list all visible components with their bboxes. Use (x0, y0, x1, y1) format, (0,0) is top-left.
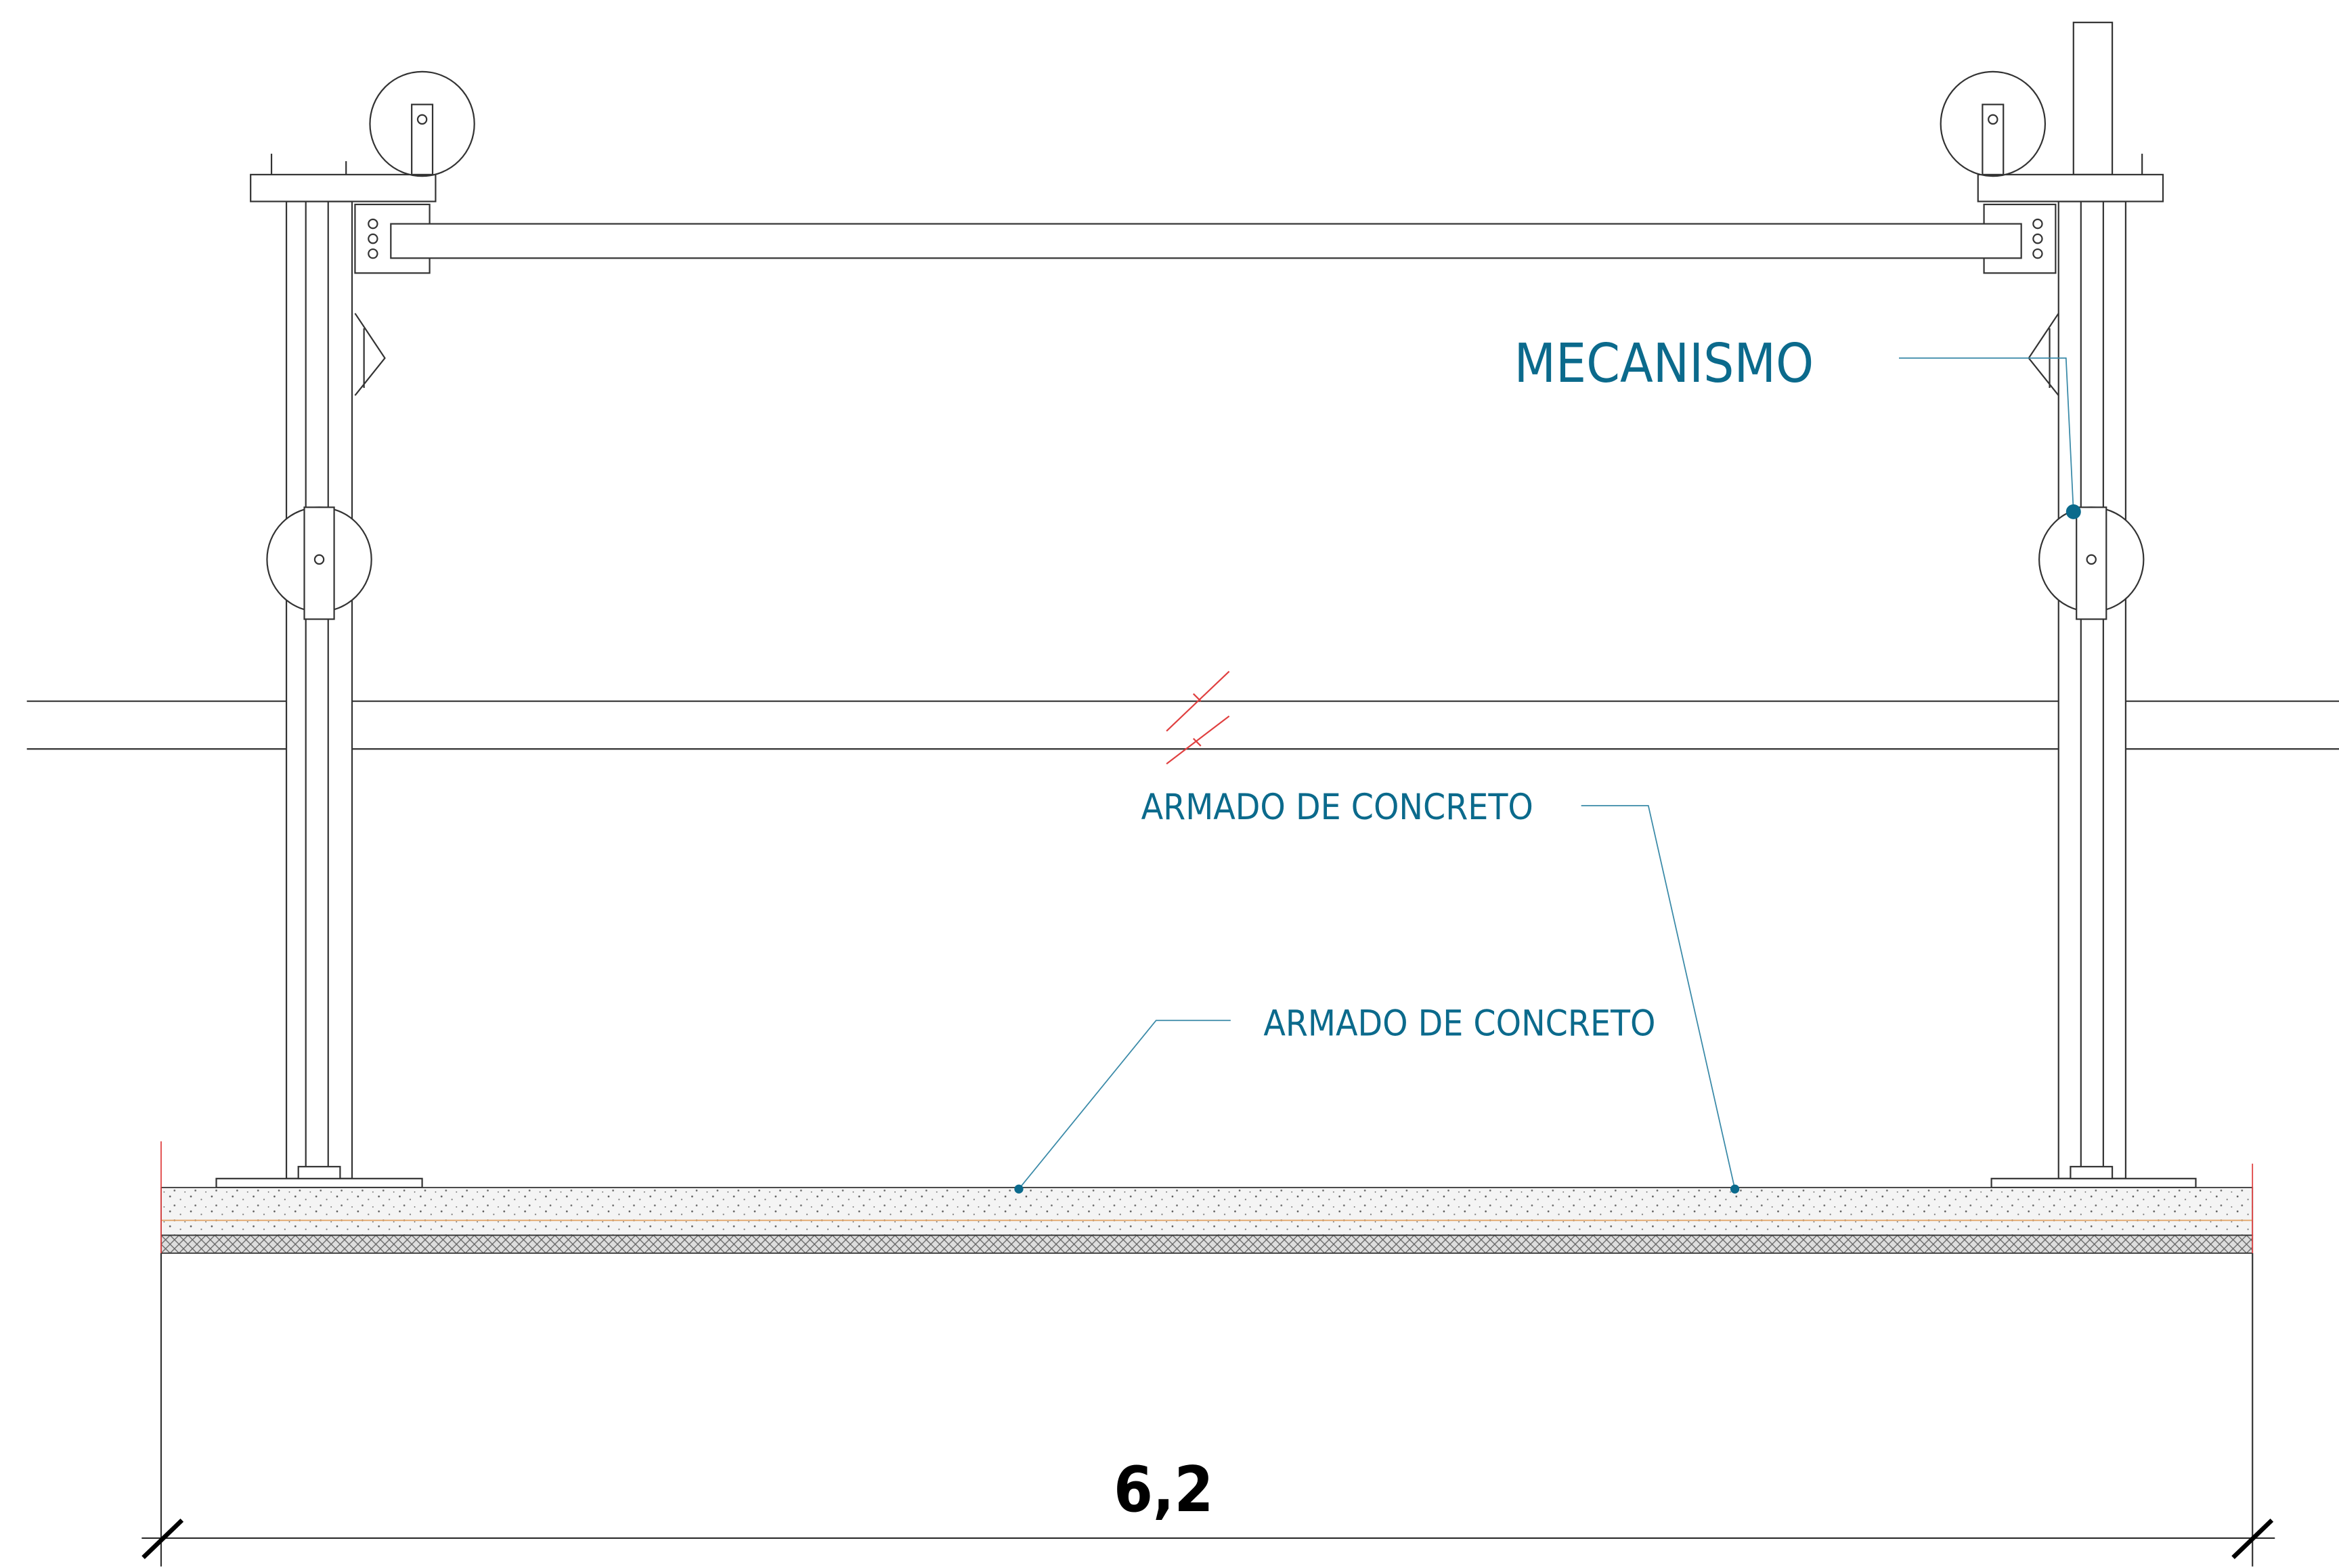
slab (160, 1141, 2254, 1254)
concrete-label: ARMADO DE CONCRETO (1141, 787, 1533, 828)
mechanism-label: MECANISMO (1514, 332, 1814, 395)
band (26, 670, 2339, 765)
beam (390, 223, 2022, 259)
concrete-label: ARMADO DE CONCRETO (1263, 1003, 1655, 1044)
dimension-label: 6,2 (1114, 1453, 1213, 1526)
annotations: MECANISMO ARMADO DE CONCRETO ARMADO DE C… (1014, 332, 2081, 1194)
right-post (1940, 22, 2197, 1189)
left-post (215, 70, 475, 1189)
dimension: 6,2 (141, 1253, 2275, 1567)
